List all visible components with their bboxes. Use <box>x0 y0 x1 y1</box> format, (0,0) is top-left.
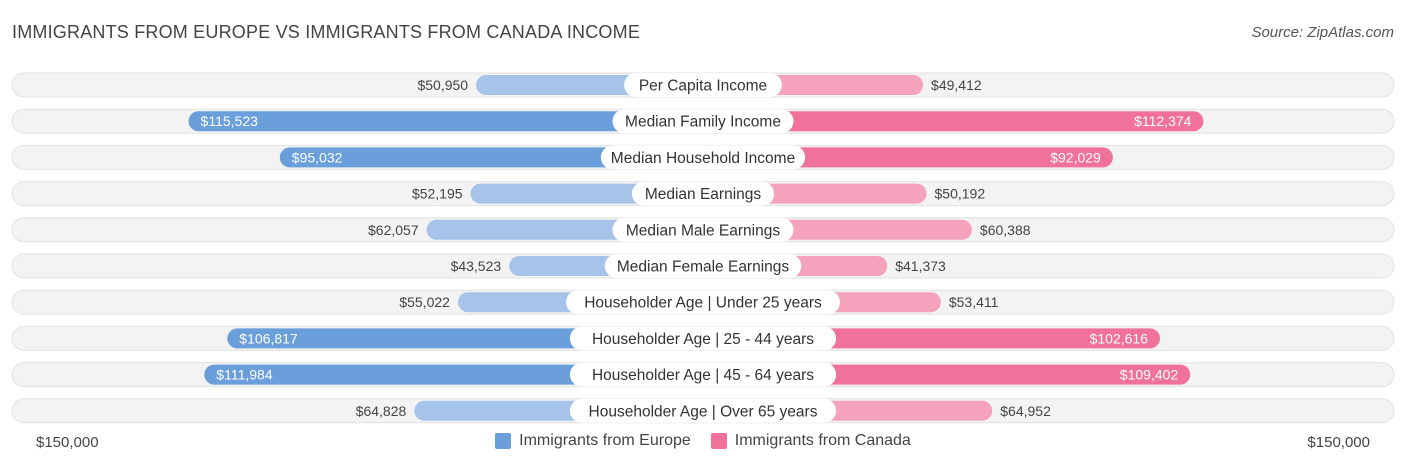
value-label-europe: $106,817 <box>239 330 298 346</box>
legend: Immigrants from Europe Immigrants from C… <box>0 432 1406 450</box>
legend-label-europe: Immigrants from Europe <box>519 432 691 449</box>
category-label: Per Capita Income <box>639 78 767 95</box>
category-pill <box>569 362 837 387</box>
chart-row: $52,195 $50,192 Median Earnings <box>11 181 1395 207</box>
value-label-europe: $52,195 <box>412 186 463 202</box>
legend-item-europe: Immigrants from Europe <box>495 432 691 450</box>
category-label: Median Family Income <box>625 114 781 131</box>
source-note: Source: ZipAtlas.com <box>1251 24 1394 41</box>
category-pill <box>624 73 782 97</box>
axis-right-label: $150,000 <box>1307 434 1370 451</box>
chart-row: $95,032 $92,029 Median Household Income <box>11 144 1395 170</box>
value-label-canada: $112,374 <box>1134 113 1192 129</box>
chart-row: $111,984 $109,402 Householder Age | 45 - 6… <box>11 362 1395 388</box>
legend-swatch-canada <box>710 433 727 449</box>
legend-item-canada: Immigrants from Canada <box>710 432 911 450</box>
category-label: Median Female Earnings <box>617 259 790 276</box>
value-label-europe: $55,022 <box>399 294 450 310</box>
chart-row: $62,057 $60,388 Median Male Earnings <box>11 217 1395 243</box>
value-label-canada: $49,412 <box>931 77 982 93</box>
value-label-canada: $53,411 <box>949 294 999 310</box>
legend-swatch-europe <box>495 433 512 449</box>
value-label-europe: $115,523 <box>201 113 259 129</box>
value-label-canada: $50,192 <box>935 186 986 202</box>
chart-row: $50,950 $49,412 Per Capita Income <box>11 72 1395 98</box>
category-pill <box>600 145 806 170</box>
category-label: Median Earnings <box>645 186 762 203</box>
value-label-canada: $64,952 <box>1000 403 1051 419</box>
axis-left-label: $150,000 <box>36 434 99 451</box>
value-label-europe: $111,984 <box>216 367 273 383</box>
value-label-canada: $60,388 <box>980 222 1031 238</box>
value-label-europe: $62,057 <box>368 222 419 238</box>
category-pill <box>631 181 775 206</box>
chart-row: $43,523 $41,373 Median Female Earnings <box>11 253 1395 279</box>
value-label-europe: $64,828 <box>356 403 407 419</box>
chart-row: $55,022 $53,411 Householder Age | Under 25… <box>11 289 1395 315</box>
value-label-europe: $95,032 <box>292 149 343 165</box>
category-pill <box>604 254 802 278</box>
category-label: Householder Age | Over 65 years <box>589 403 818 420</box>
category-pill <box>566 290 840 315</box>
value-label-canada: $109,402 <box>1120 367 1179 383</box>
value-label-europe: $43,523 <box>451 258 502 274</box>
legend-label-canada: Immigrants from Canada <box>734 432 911 449</box>
category-label: Householder Age | 45 - 64 years <box>592 367 814 384</box>
chart-row: $64,828 $64,952 Householder Age | Over 65 … <box>11 398 1395 424</box>
value-label-canada: $102,616 <box>1090 330 1149 346</box>
category-pill <box>612 217 794 242</box>
bar-europe <box>188 111 703 132</box>
value-label-europe: $50,950 <box>417 77 468 93</box>
category-pill <box>569 326 837 351</box>
bar-canada <box>703 147 1113 168</box>
category-pill <box>612 109 794 134</box>
bar-europe <box>279 147 703 168</box>
chart-row: $115,523 $112,374 Median Family Income <box>11 108 1395 134</box>
bar-canada <box>703 111 1204 132</box>
category-label: Householder Age | 25 - 44 years <box>592 331 814 348</box>
category-pill <box>569 398 837 423</box>
category-label: Median Male Earnings <box>626 222 780 239</box>
chart-title: IMMIGRANTS FROM EUROPE VS IMMIGRANTS FRO… <box>12 22 641 42</box>
category-label: Median Household Income <box>611 150 795 167</box>
chart-row: $106,817 $102,616 Householder Age | 25 - 4… <box>11 325 1395 351</box>
category-label: Householder Age | Under 25 years <box>584 295 822 312</box>
value-label-canada: $41,373 <box>895 258 946 274</box>
value-label-canada: $92,029 <box>1050 149 1101 165</box>
